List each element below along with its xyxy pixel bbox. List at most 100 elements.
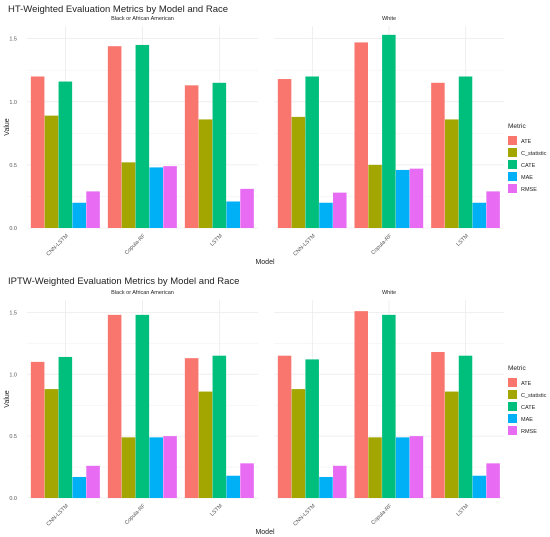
bar-ate (354, 311, 368, 498)
bar-rmse (240, 463, 254, 498)
legend-title: Metric (508, 365, 526, 372)
legend-swatch (508, 426, 517, 435)
bar-cate (135, 314, 150, 498)
legend-label: RMSE (521, 187, 537, 193)
y-axis-title: Value (4, 118, 11, 135)
legend-label: ATE (521, 381, 532, 387)
legend-label: CATE (521, 405, 536, 411)
legend: Metric ATE C_statistic CATE MAE RMSE (508, 123, 547, 193)
bar-cate (382, 34, 396, 229)
bar-ate (30, 361, 45, 499)
x-axis-title: Model (255, 259, 275, 266)
bar-rmse (409, 168, 424, 228)
x-tick-label: CNN-LSTM (46, 503, 71, 528)
bar-c-statistic (444, 119, 459, 228)
facet-strip-label: Black or African American (111, 290, 174, 296)
facet-panel: White CNN-LSTM Copula-RF LSTM (274, 290, 504, 528)
y-tick-label: 0.5 (9, 163, 17, 169)
bar-cate (58, 81, 73, 228)
bar-mae (395, 169, 410, 228)
legend-swatch (508, 136, 517, 145)
legend-swatch (508, 390, 517, 399)
bar-ate (277, 79, 292, 228)
bar-ate (30, 76, 45, 228)
bar-rmse (163, 166, 177, 228)
x-tick-label: Copula-RF (124, 503, 147, 526)
bar-rmse (163, 436, 177, 499)
x-tick-label: Copula-RF (370, 233, 393, 256)
legend-swatch (508, 184, 517, 193)
bar-c-statistic (44, 389, 59, 498)
legend-label: C_statistic (521, 151, 547, 157)
bar-mae (72, 202, 86, 228)
facet-strip-label: White (382, 16, 396, 22)
legend-title: Metric (508, 123, 526, 130)
x-tick-label: LSTM (209, 503, 224, 518)
chart-title: IPTW-Weighted Evaluation Metrics by Mode… (8, 276, 239, 287)
bar-cate (382, 314, 396, 498)
bar-cate (458, 76, 473, 228)
legend-swatch (508, 378, 517, 387)
legend-label: MAE (521, 417, 533, 423)
y-tick-label: 0.0 (9, 226, 17, 232)
y-tick-label: 1.0 (9, 372, 17, 378)
chart-title: HT-Weighted Evaluation Metrics by Model … (8, 4, 228, 15)
bar-mae (149, 167, 163, 228)
bar-cate (212, 82, 227, 228)
bar-rmse (86, 465, 100, 498)
facet-panel: White CNN-LSTM Copula-RF LSTM (274, 16, 504, 258)
legend-swatch (508, 414, 517, 423)
bar-cate (305, 359, 319, 498)
x-tick-label: CNN-LSTM (46, 233, 71, 258)
bar-ate (184, 85, 199, 228)
bar-mae (226, 475, 240, 498)
legend-swatch (508, 172, 517, 181)
y-tick-label: 1.0 (9, 100, 17, 106)
bar-mae (319, 476, 333, 498)
bar-ate (184, 358, 199, 498)
bar-mae (72, 476, 86, 498)
x-tick-label: LSTM (455, 233, 470, 248)
bar-ate (107, 314, 122, 498)
legend-swatch (508, 402, 517, 411)
legend-label: MAE (521, 175, 533, 181)
bar-c-statistic (368, 437, 382, 498)
facet-panel: Black or African American 0.0 0.5 1.0 1.5 CNN… (9, 16, 258, 258)
bar-rmse (240, 188, 254, 228)
bar-c-statistic (368, 164, 382, 229)
bar-mae (472, 475, 487, 498)
chart-iptw-weighted: IPTW-Weighted Evaluation Metrics by Mode… (4, 276, 547, 536)
bar-rmse (333, 465, 347, 498)
legend-label: RMSE (521, 429, 537, 435)
bar-c-statistic (291, 116, 306, 228)
x-tick-label: Copula-RF (124, 233, 147, 256)
y-tick-label: 0.0 (9, 496, 17, 502)
bar-mae (395, 437, 410, 498)
y-tick-label: 0.5 (9, 434, 17, 440)
y-axis-title: Value (4, 390, 11, 407)
bar-cate (305, 76, 319, 228)
bar-rmse (86, 191, 100, 228)
bar-c-statistic (198, 391, 213, 498)
bar-c-statistic (291, 389, 306, 498)
bar-rmse (333, 192, 347, 228)
bar-ate (354, 42, 368, 228)
legend-swatch (508, 160, 517, 169)
facet-strip-label: White (382, 290, 396, 296)
bar-c-statistic (121, 437, 136, 498)
y-tick-label: 1.5 (9, 310, 17, 316)
bar-ate (431, 351, 445, 498)
bar-cate (135, 44, 150, 228)
x-tick-label: LSTM (209, 233, 224, 248)
legend-label: ATE (521, 139, 532, 145)
bar-c-statistic (121, 162, 136, 228)
bar-cate (458, 355, 473, 498)
bar-mae (319, 202, 333, 228)
legend-label: C_statistic (521, 393, 547, 399)
chart-ht-weighted: HT-Weighted Evaluation Metrics by Model … (4, 4, 547, 266)
x-tick-label: CNN-LSTM (292, 233, 317, 258)
legend: Metric ATE C_statistic CATE MAE RMSE (508, 365, 547, 435)
bar-mae (149, 437, 163, 498)
bar-ate (431, 82, 445, 228)
bar-mae (226, 201, 240, 228)
